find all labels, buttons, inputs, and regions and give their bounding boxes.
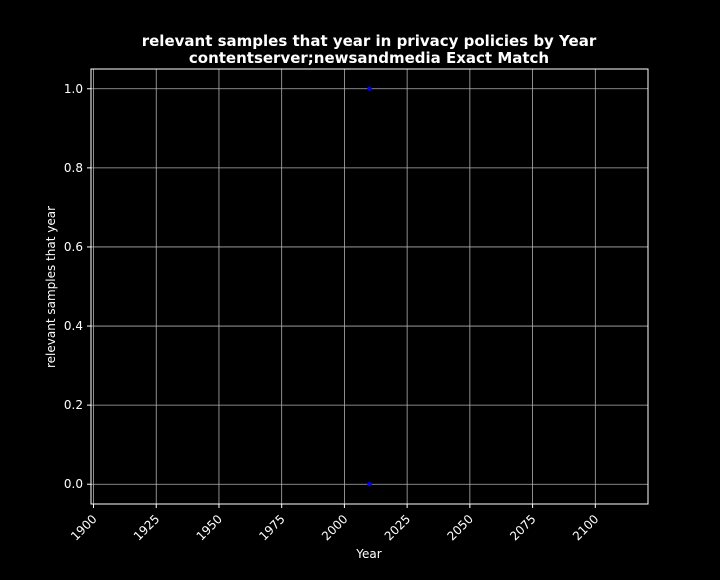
x-axis-label: Year — [355, 547, 381, 561]
data-points — [367, 86, 372, 487]
plot-frame — [90, 68, 649, 505]
y-tick-label: 0.4 — [64, 319, 83, 333]
y-tick-label: 0.0 — [64, 477, 83, 491]
chart-title-line-2: contentserver;newsandmedia Exact Match — [189, 49, 549, 67]
data-point — [367, 482, 372, 487]
y-tick-label: 1.0 — [64, 82, 83, 96]
data-point — [367, 86, 372, 91]
chart-title: relevant samples that year in privacy po… — [142, 32, 597, 67]
grid-lines — [91, 69, 648, 504]
chart-title-line-1: relevant samples that year in privacy po… — [142, 32, 597, 50]
y-axis-label: relevant samples that year — [44, 206, 58, 368]
y-tick-label: 0.8 — [64, 161, 83, 175]
y-tick-label: 0.6 — [64, 240, 83, 254]
y-tick-label: 0.2 — [64, 398, 83, 412]
